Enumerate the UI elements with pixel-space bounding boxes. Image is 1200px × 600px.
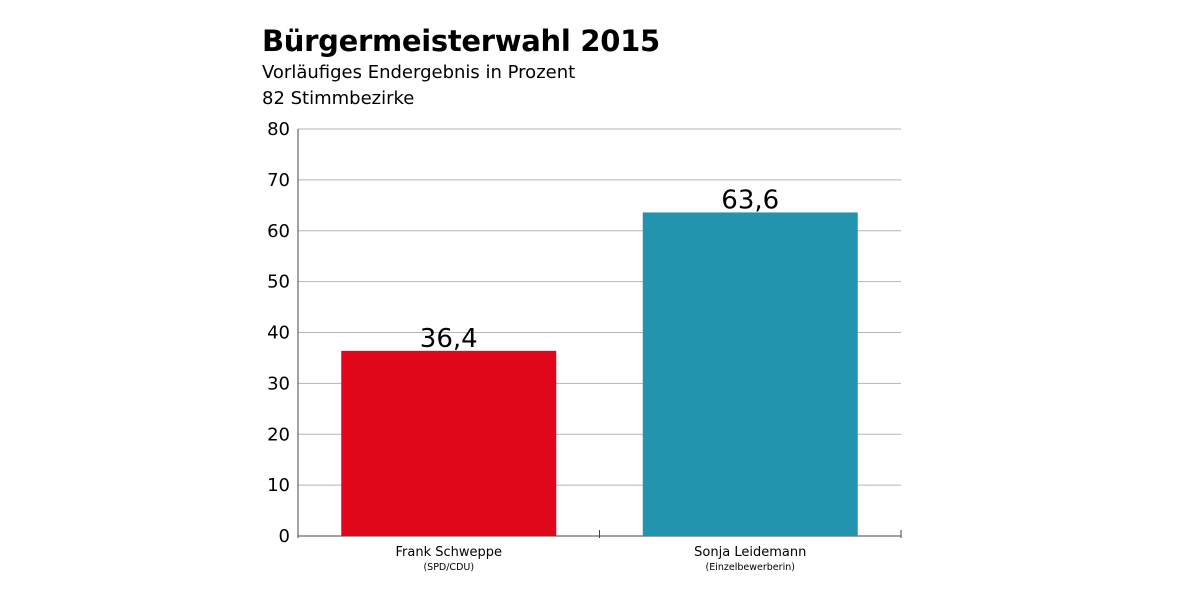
y-tick-label: 0	[279, 526, 290, 547]
bar	[341, 350, 557, 536]
category-label: Sonja Leidemann	[694, 545, 806, 560]
chart-title: Bürgermeisterwahl 2015	[262, 24, 660, 58]
value-label: 63,6	[721, 185, 779, 215]
y-tick-label: 20	[267, 424, 290, 445]
category-sublabel: (Einzelbewerberin)	[706, 562, 795, 573]
chart-subtitle-secondary: 82 Stimmbezirke	[262, 88, 415, 109]
chart-subtitle: Vorläufiges Endergebnis in Prozent	[262, 62, 576, 83]
y-tick-label: 70	[267, 170, 290, 191]
category-label: Frank Schweppe	[395, 545, 502, 560]
y-tick-label: 10	[267, 475, 290, 496]
category-sublabel: (SPD/CDU)	[423, 562, 474, 573]
y-tick-label: 80	[267, 119, 290, 140]
y-tick-label: 30	[267, 373, 290, 394]
bar	[642, 212, 858, 536]
y-tick-label: 50	[267, 272, 290, 293]
y-tick-label: 40	[267, 323, 290, 344]
value-label: 36,4	[420, 324, 478, 354]
y-tick-label: 60	[267, 221, 290, 242]
